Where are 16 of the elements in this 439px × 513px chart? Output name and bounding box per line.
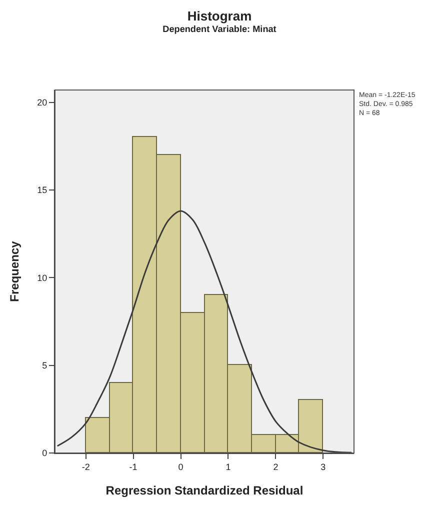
chart-title: Histogram — [187, 8, 252, 24]
x-axis-title: Regression Standardized Residual — [106, 484, 304, 498]
y-tick-label: 10 — [37, 272, 48, 283]
line-series — [56, 210, 352, 453]
y-tick-label: 0 — [42, 448, 48, 458]
y-tick-label: 5 — [42, 360, 48, 370]
x-tick-label: -2 — [82, 462, 90, 472]
x-tick-label: 1 — [226, 462, 231, 472]
y-tick-label: 20 — [37, 97, 48, 108]
x-tick-label: 0 — [178, 462, 184, 472]
y-tick-label: 15 — [37, 185, 48, 196]
x-tick-label: -1 — [129, 462, 138, 472]
x-tick-label: 3 — [320, 462, 326, 472]
x-tick-label: 2 — [273, 462, 278, 472]
chart-subtitle: Dependent Variable: Minat — [162, 24, 276, 34]
y-axis-title: Frequency — [7, 240, 22, 302]
